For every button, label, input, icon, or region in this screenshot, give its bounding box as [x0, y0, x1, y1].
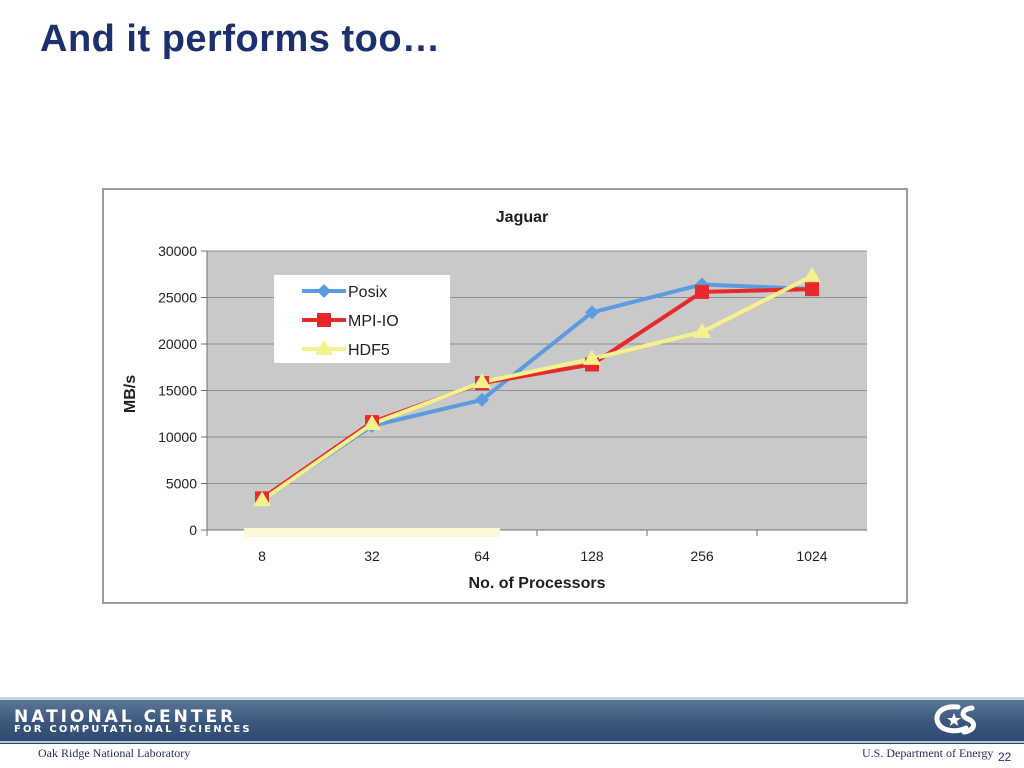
data-point-mpi-io	[805, 282, 819, 297]
data-point-hdf5	[803, 267, 821, 283]
series-line-hdf5	[260, 274, 813, 502]
data-point-posix	[585, 305, 599, 320]
data-point-posix	[695, 277, 709, 292]
data-point-posix	[475, 392, 489, 407]
legend-marker-posix	[317, 284, 331, 298]
x-tick-label: 32	[364, 548, 380, 564]
slide-title: And it performs too…	[40, 18, 441, 60]
x-tick-label: 256	[690, 548, 714, 564]
footer-lab-name: Oak Ridge National Laboratory	[38, 746, 191, 760]
legend-label-hdf5: HDF5	[348, 342, 390, 359]
org-name: NATIONAL CENTER	[14, 707, 237, 727]
x-axis-highlight	[244, 528, 500, 537]
y-axis-label: MB/s	[122, 375, 139, 413]
y-tick-label: 25000	[158, 290, 197, 306]
chart-frame: 0 5000 10000 15000 20000 25000 30000 8 32 64 128 2…	[102, 188, 908, 604]
y-tick-label: 10000	[158, 429, 197, 445]
data-point-hdf5	[693, 322, 711, 338]
legend-marker-mpi-io	[317, 313, 331, 327]
data-point-hdf5	[583, 349, 601, 365]
y-tick-label: 5000	[166, 476, 197, 492]
y-tick-label: 30000	[158, 243, 197, 259]
legend-marker-hdf5	[315, 340, 333, 355]
x-axis-label: No. of Processors	[469, 575, 606, 592]
footer-divider	[0, 741, 1024, 743]
footer-band	[0, 697, 1024, 744]
legend-label-posix: Posix	[348, 284, 387, 301]
y-tick-label: 20000	[158, 336, 197, 352]
page-number: 22	[998, 750, 1012, 764]
x-tick-label: 64	[474, 548, 490, 564]
x-tick-label: 8	[258, 548, 266, 564]
x-tick-label: 128	[580, 548, 604, 564]
y-tick-label: 15000	[158, 383, 197, 399]
nccs-logo-icon	[934, 704, 976, 735]
line-chart: 0 5000 10000 15000 20000 25000 30000 8 32 64 128 2…	[122, 209, 867, 592]
legend-label-mpi-io: MPI-IO	[348, 313, 399, 330]
data-point-hdf5	[473, 373, 491, 389]
footer-department: U.S. Department of Energy	[862, 746, 994, 760]
data-point-hdf5	[363, 414, 381, 430]
x-tick-label: 1024	[796, 548, 827, 564]
legend: Posix MPI-IO HDF5	[274, 275, 450, 363]
data-point-hdf5	[253, 491, 271, 507]
y-tick-label: 0	[189, 522, 197, 538]
org-subtitle: FOR COMPUTATIONAL SCIENCES	[14, 724, 252, 735]
data-point-mpi-io	[695, 284, 709, 299]
chart-title: Jaguar	[496, 209, 548, 226]
